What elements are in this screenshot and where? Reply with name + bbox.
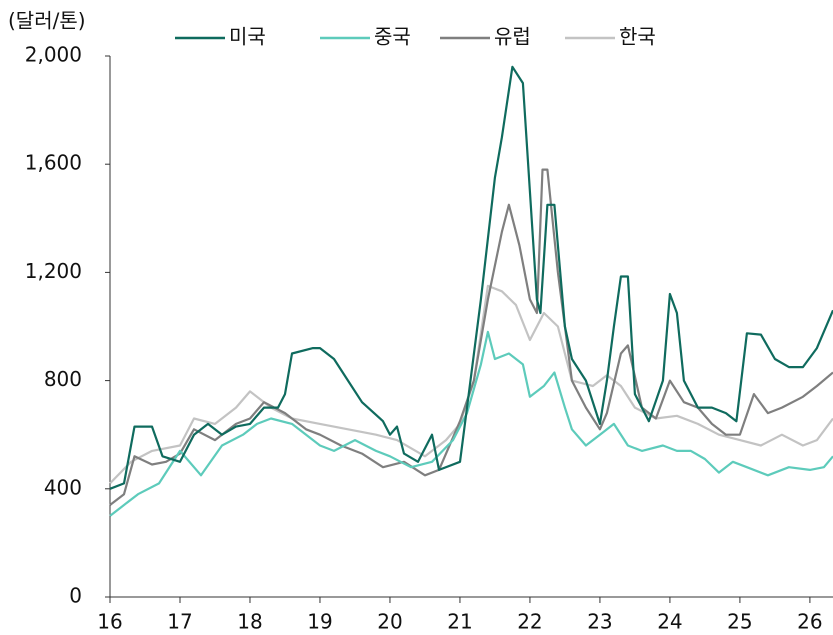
x-tick-label: 17 — [167, 610, 192, 634]
x-tick-label: 22 — [517, 610, 542, 634]
y-tick-label: 0 — [69, 584, 82, 608]
x-tick-label: 18 — [237, 610, 262, 634]
legend-label: 중국 — [374, 25, 411, 49]
y-tick-label: 2,000 — [25, 43, 82, 67]
y-tick-label: 1,600 — [25, 151, 82, 175]
y-tick-label: 1,200 — [25, 259, 82, 283]
series-line — [109, 168, 833, 506]
y-tick-label: 400 — [44, 475, 82, 499]
y-tick-label: 800 — [44, 367, 82, 391]
x-tick-label: 25 — [727, 610, 752, 634]
series-line — [109, 284, 833, 485]
x-tick-label: 16 — [97, 610, 122, 634]
legend-label: 미국 — [229, 25, 266, 49]
x-tick-label: 23 — [587, 610, 612, 634]
x-tick-label: 26 — [797, 610, 822, 634]
x-tick-label: 19 — [307, 610, 332, 634]
x-tick-label: 21 — [447, 610, 472, 634]
y-axis-label: (달러/톤) — [8, 9, 86, 33]
legend-label: 한국 — [619, 25, 656, 49]
series-line — [109, 330, 833, 517]
x-tick-label: 20 — [377, 610, 402, 634]
legend-label: 유럽 — [494, 25, 531, 49]
series-line — [109, 65, 833, 490]
x-tick-label: 24 — [657, 610, 682, 634]
